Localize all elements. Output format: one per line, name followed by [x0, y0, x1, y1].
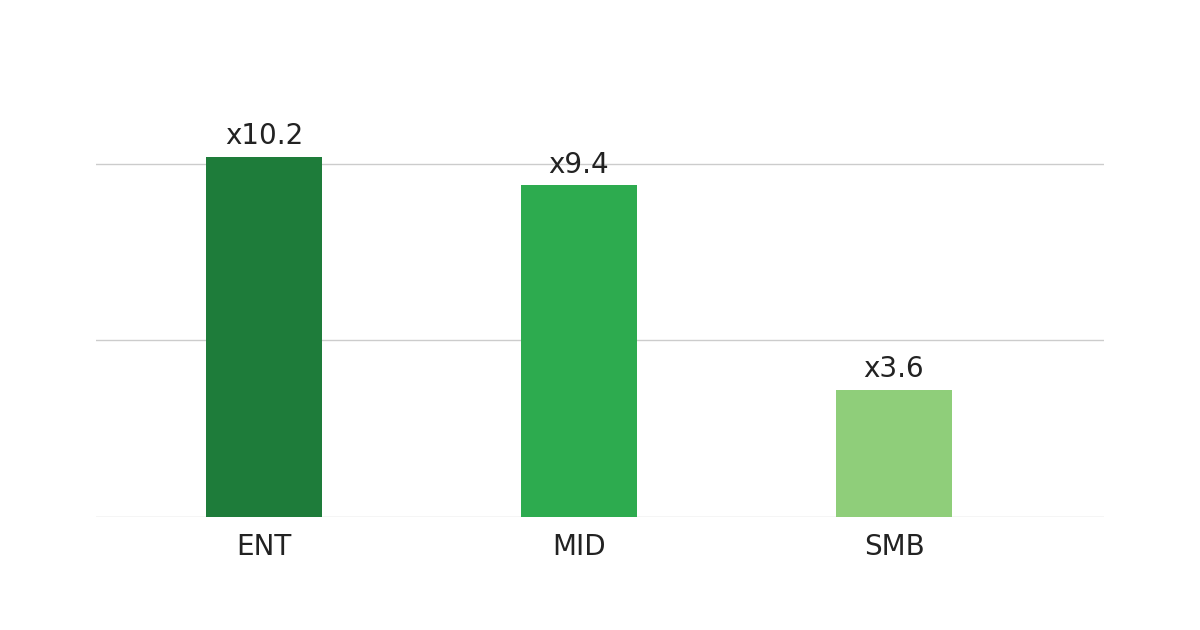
Bar	[521, 185, 637, 517]
Text: x9.4: x9.4	[548, 151, 610, 179]
Bar	[206, 157, 322, 517]
Text: x10.2: x10.2	[224, 122, 304, 151]
Bar	[836, 389, 952, 517]
Text: x3.6: x3.6	[864, 355, 924, 383]
